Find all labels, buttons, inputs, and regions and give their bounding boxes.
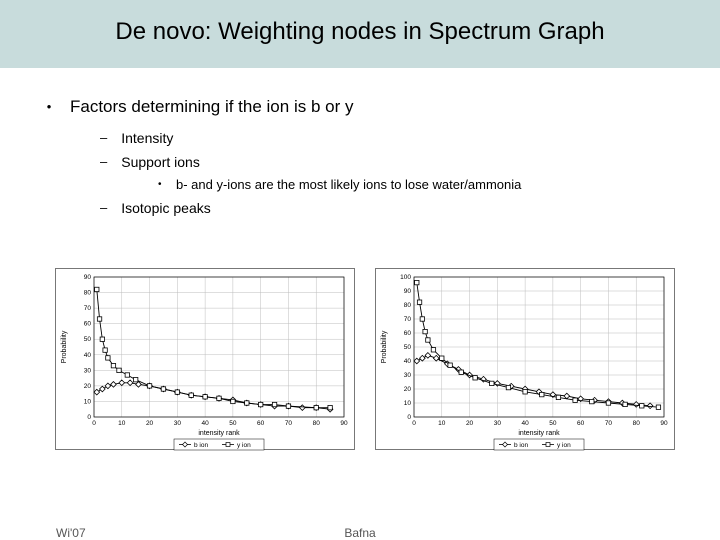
svg-text:30: 30 (84, 367, 92, 374)
svg-text:b ion: b ion (514, 442, 528, 449)
bullet-dash-icon: – (100, 198, 107, 218)
svg-text:40: 40 (84, 352, 92, 359)
svg-text:10: 10 (404, 400, 412, 407)
bullet-level3: • b- and y-ions are the most likely ions… (158, 176, 680, 194)
slide-title: De novo: Weighting nodes in Spectrum Gra… (0, 18, 720, 46)
svg-text:10: 10 (118, 420, 126, 427)
bullet-level2: – Support ions (100, 152, 680, 172)
svg-text:70: 70 (285, 420, 293, 427)
svg-text:0: 0 (407, 414, 411, 421)
bullet-dot-icon: • (46, 96, 52, 118)
charts-container: 0 10 20 30 40 50 60 70 80 90 0 10 20 30 40 50 60 70 80 90 in… (55, 268, 675, 468)
svg-text:20: 20 (146, 420, 154, 427)
svg-text:y ion: y ion (557, 442, 571, 449)
svg-text:20: 20 (466, 420, 474, 427)
svg-text:50: 50 (229, 420, 237, 427)
title-band: De novo: Weighting nodes in Spectrum Gra… (0, 0, 720, 68)
bullet-text: Intensity (121, 128, 173, 148)
svg-text:30: 30 (174, 420, 182, 427)
bullet-dash-icon: – (100, 152, 107, 172)
svg-text:90: 90 (84, 274, 92, 281)
svg-text:30: 30 (404, 372, 412, 379)
bullet-text: Factors determining if the ion is b or y (70, 96, 353, 118)
svg-text:20: 20 (84, 383, 92, 390)
bullet-level1: • Factors determining if the ion is b or… (46, 96, 680, 118)
svg-text:50: 50 (549, 420, 557, 427)
svg-text:80: 80 (84, 290, 92, 297)
svg-text:70: 70 (404, 316, 412, 323)
svg-text:90: 90 (660, 420, 668, 427)
svg-text:40: 40 (201, 420, 209, 427)
svg-text:40: 40 (521, 420, 529, 427)
svg-text:80: 80 (633, 420, 641, 427)
content-body: • Factors determining if the ion is b or… (0, 68, 720, 218)
svg-text:60: 60 (404, 330, 412, 337)
chart-left: 0 10 20 30 40 50 60 70 80 90 0 10 20 30 40 50 60 70 80 90 in… (55, 268, 355, 450)
svg-text:80: 80 (404, 302, 412, 309)
svg-text:40: 40 (404, 358, 412, 365)
svg-text:90: 90 (340, 420, 348, 427)
bullet-dash-icon: – (100, 128, 107, 148)
bullet-text: Isotopic peaks (121, 198, 211, 218)
svg-text:60: 60 (84, 321, 92, 328)
svg-text:60: 60 (577, 420, 585, 427)
svg-text:50: 50 (404, 344, 412, 351)
bullet-level2: – Intensity (100, 128, 680, 148)
svg-text:90: 90 (404, 288, 412, 295)
svg-text:0: 0 (92, 420, 96, 427)
svg-text:60: 60 (257, 420, 265, 427)
svg-text:10: 10 (438, 420, 446, 427)
svg-text:b ion: b ion (194, 442, 208, 449)
bullet-dot-icon: • (158, 176, 164, 194)
svg-text:0: 0 (412, 420, 416, 427)
svg-text:Probability: Probability (61, 330, 68, 363)
svg-text:100: 100 (400, 274, 411, 281)
bullet-text: Support ions (121, 152, 200, 172)
svg-text:20: 20 (404, 386, 412, 393)
svg-text:30: 30 (494, 420, 502, 427)
svg-text:intensity rank: intensity rank (198, 430, 240, 437)
svg-text:70: 70 (605, 420, 613, 427)
svg-text:intensity rank: intensity rank (518, 430, 560, 437)
svg-text:Probability: Probability (381, 330, 388, 363)
bullet-text: b- and y-ions are the most likely ions t… (176, 176, 521, 194)
svg-text:80: 80 (313, 420, 321, 427)
svg-text:70: 70 (84, 305, 92, 312)
svg-text:50: 50 (84, 336, 92, 343)
svg-text:0: 0 (87, 414, 91, 421)
footer-center: Bafna (0, 526, 720, 540)
bullet-level2: – Isotopic peaks (100, 198, 680, 218)
svg-text:y ion: y ion (237, 442, 251, 449)
svg-text:10: 10 (84, 398, 92, 405)
chart-right: 0 10 20 30 40 50 60 70 80 90 100 0 10 20 30 40 50 60 70 80 9… (375, 268, 675, 450)
